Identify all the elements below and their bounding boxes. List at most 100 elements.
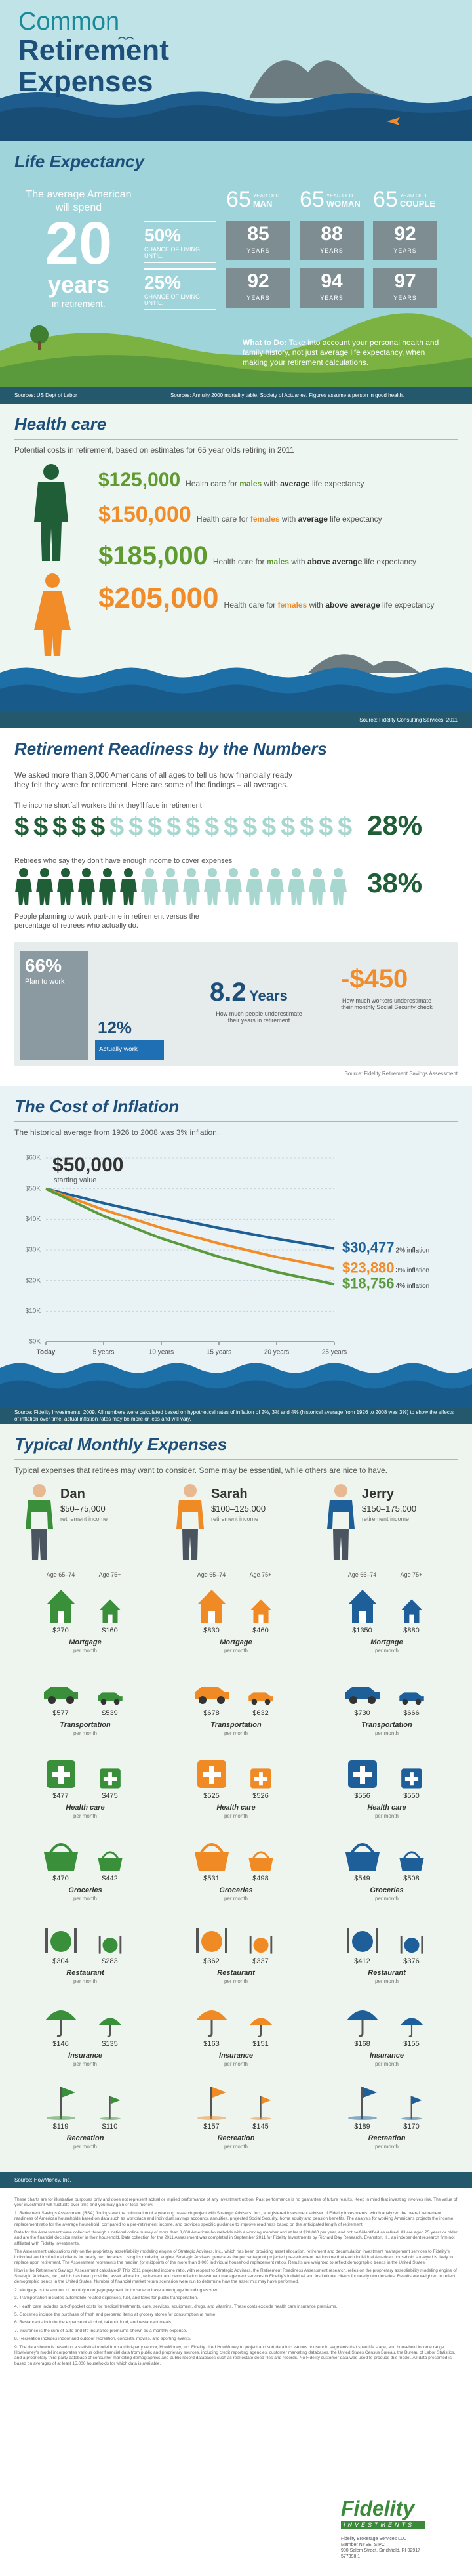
expense-value: $880	[403, 1627, 420, 1634]
person-income: $50–75,000	[60, 1504, 106, 1514]
big-unit: years	[47, 271, 110, 298]
wheel	[48, 1696, 56, 1704]
per-month: per month	[374, 1978, 399, 1984]
island	[249, 60, 393, 98]
caption: How much workers underestimate their mon…	[341, 997, 433, 1010]
expense-icon	[98, 1851, 123, 1871]
wheel	[415, 1699, 422, 1705]
cost-text-part: with	[262, 479, 281, 488]
caption: How much people underestimate their year…	[216, 1010, 302, 1024]
expense-icon	[400, 1936, 423, 1954]
person-body	[309, 879, 326, 905]
source: Source: Fidelity Retirement Savings Asse…	[344, 1071, 458, 1077]
door	[359, 1611, 366, 1623]
source-band: Source: Fidelity Consulting Services, 20…	[0, 712, 472, 728]
category-name: Transportation	[361, 1721, 412, 1729]
handle	[403, 1851, 420, 1859]
expense-value: $477	[52, 1792, 69, 1800]
per-month: per month	[224, 2144, 248, 2150]
bar-value: 66%	[25, 955, 62, 976]
man	[34, 482, 68, 561]
category-name: Mortgage	[69, 1638, 102, 1646]
icon-shape	[348, 1760, 377, 1788]
age-value: 92	[247, 270, 269, 292]
source: Sources: Annuity 2000 mortality table, S…	[170, 392, 404, 398]
expense-icon	[249, 1936, 273, 1954]
icon-shape	[196, 1928, 227, 1953]
group-label: YEAR OLD COUPLE	[400, 192, 435, 208]
green	[250, 2117, 271, 2120]
note-paragraph: 3. Transportation includes automobile-re…	[14, 2296, 199, 2301]
expense-value: $168	[354, 2040, 370, 2048]
person-body	[162, 879, 179, 905]
house	[47, 1590, 75, 1623]
person-head	[313, 868, 322, 877]
cost-row: $125,000 Health care for males with avera…	[98, 469, 364, 491]
house	[348, 1590, 377, 1623]
people-icons	[15, 868, 347, 905]
note-paragraph: 8. Recreation includes indoor and outdoo…	[14, 2337, 191, 2342]
expense-value: $160	[102, 1627, 118, 1634]
expense-value: $283	[102, 1957, 118, 1965]
category-name: Recreation	[368, 2134, 406, 2142]
expense-value: $525	[203, 1792, 220, 1800]
expense-value: $304	[52, 1957, 69, 1965]
flag	[363, 2087, 377, 2098]
wheel	[368, 1696, 376, 1704]
per-month: per month	[73, 1978, 98, 1984]
expense-icon	[45, 2010, 77, 2037]
note-paragraph: 4. Health care includes out-of-pocket co…	[14, 2304, 338, 2309]
category-name: Insurance	[219, 2052, 253, 2060]
expense-icon	[347, 2010, 378, 2037]
cost-text-part: with	[307, 600, 326, 610]
person-income: $100–125,000	[211, 1504, 266, 1514]
dollar-icon: $	[243, 812, 258, 841]
series-name: 2% inflation	[396, 1247, 430, 1254]
pole	[361, 2087, 363, 2119]
cost-text: Health care for males with average life …	[186, 479, 364, 488]
category-name: Restaurant	[217, 1969, 255, 1977]
x-tick-label: 15 years	[206, 1349, 231, 1356]
house	[401, 1599, 422, 1623]
fork	[400, 1936, 403, 1954]
knife	[74, 1928, 77, 1953]
stat-value: 28%	[367, 810, 423, 841]
chance: 25% CHANCE OF LIVING UNTIL:	[144, 268, 216, 310]
expense-icon	[401, 2096, 422, 2120]
dollar-icon: $	[109, 812, 125, 841]
dollar-icon: $	[319, 812, 334, 841]
icon-shape	[399, 1692, 424, 1705]
umbrella	[400, 2018, 423, 2025]
line-chart: $0K $10K $20K $30K $40K $50K $60K Today 5 years 1…	[26, 1154, 430, 1356]
subtitle: Typical expenses that retirees may want …	[14, 1466, 387, 1475]
car	[195, 1687, 229, 1699]
cross	[103, 1772, 117, 1786]
cost-text-part: Health care for	[186, 479, 240, 488]
category-name: Health care	[216, 1804, 256, 1812]
category-name: Health care	[367, 1804, 406, 1812]
body	[26, 1500, 53, 1529]
expense-value: $376	[403, 1957, 420, 1965]
icon-shape	[401, 2096, 422, 2120]
icon-shape	[98, 1851, 123, 1871]
address-line: 577398.1	[341, 2554, 361, 2559]
door	[58, 1611, 64, 1623]
expense-value: $526	[252, 1792, 269, 1800]
flag	[212, 2087, 226, 2098]
dollar-icon: $	[52, 812, 68, 841]
x-tick-label: Today	[37, 1349, 56, 1356]
pole	[210, 2087, 212, 2119]
green	[348, 2116, 377, 2120]
y-tick-label: $30K	[26, 1247, 41, 1254]
person-head	[145, 868, 154, 877]
note-paragraph: These charts are for illustrative purpos…	[14, 2197, 458, 2208]
expense-value: $678	[203, 1709, 220, 1717]
icon-shape	[345, 1687, 380, 1704]
y-tick-label: $0K	[29, 1339, 41, 1346]
green	[401, 2117, 422, 2120]
x-tick-label: 20 years	[264, 1349, 289, 1356]
expense-value: $539	[102, 1709, 118, 1717]
source: Source: Fidelity Investments, 2009. All …	[14, 1409, 454, 1422]
expense-icon	[249, 2018, 273, 2037]
per-month: per month	[374, 1730, 399, 1736]
